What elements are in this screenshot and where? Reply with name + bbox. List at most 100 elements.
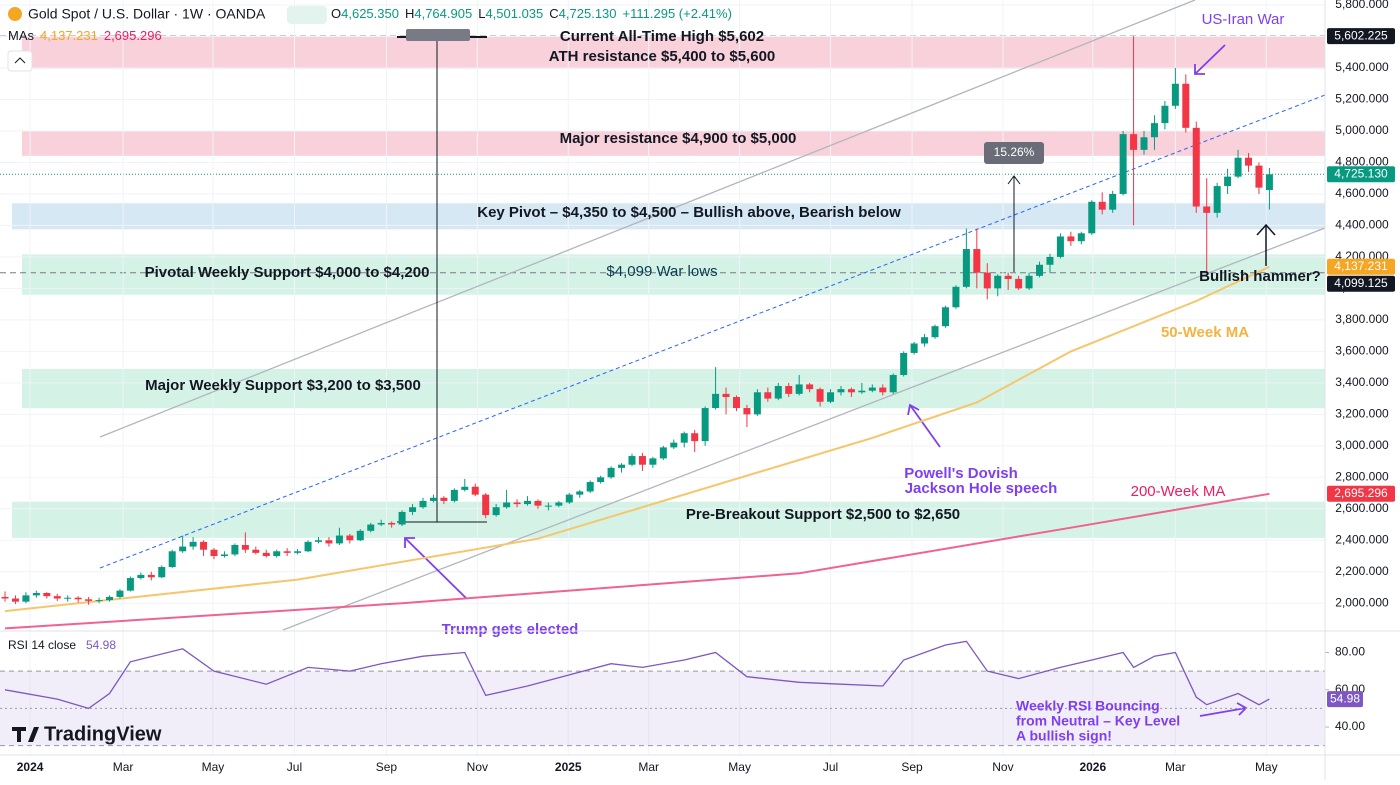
candle-body — [900, 352, 908, 375]
candle-body — [1224, 176, 1232, 187]
candle-body — [691, 433, 699, 442]
ma-line — [4, 492, 1270, 630]
candle-body — [638, 456, 646, 465]
ohlc-value: 4,625.350 — [341, 6, 399, 21]
arrow — [1194, 44, 1226, 75]
candle-body — [722, 393, 730, 398]
candle-body — [889, 374, 897, 393]
candle-body — [597, 477, 605, 483]
x-tick-label: Sep — [901, 760, 923, 774]
rsi-tick-label: 80.00 — [1335, 645, 1365, 659]
candle-body — [1213, 186, 1221, 213]
candle-body — [137, 574, 145, 579]
price-tag — [1327, 275, 1395, 292]
candle-body — [388, 522, 396, 525]
x-tick-label: May — [728, 760, 751, 774]
candle-body — [1192, 127, 1200, 207]
y-tick-label: 4,600.000 — [1335, 186, 1389, 200]
candle-body — [827, 392, 835, 402]
candle-body — [273, 551, 281, 557]
ohlc-value: 4,501.035 — [485, 6, 543, 21]
y-tick-label: 5,800.000 — [1335, 0, 1389, 11]
candle-body — [921, 337, 929, 344]
collapse-button[interactable] — [7, 50, 33, 72]
price-tag-label: 4,725.130 — [1334, 166, 1388, 180]
x-tick-label: May — [1255, 760, 1278, 774]
arrow-head — [404, 537, 415, 548]
candle-body — [1119, 134, 1127, 194]
candle-body — [1171, 83, 1179, 106]
annotation: A bullish sign! — [1016, 728, 1112, 744]
candle-body — [1077, 233, 1085, 242]
y-tick-label: 5,200.000 — [1335, 92, 1389, 106]
candle-body — [649, 458, 657, 465]
candle-body — [534, 500, 542, 506]
candle-body — [858, 390, 866, 393]
candle-body — [377, 522, 385, 525]
x-tick-label: Mar — [1165, 760, 1186, 774]
candle-body — [879, 387, 887, 393]
candle-body — [1088, 201, 1096, 234]
candle-body — [732, 397, 740, 409]
arrow — [909, 404, 941, 448]
candle-body — [618, 464, 626, 468]
price-tag-label: 4,137.231 — [1334, 259, 1388, 273]
zone — [22, 368, 1325, 409]
candle-body — [262, 552, 270, 557]
candle-body — [325, 540, 333, 544]
candle-body — [189, 541, 197, 547]
candle-body — [106, 596, 114, 601]
candle-body — [628, 456, 636, 465]
x-tick-label: Jul — [287, 760, 302, 774]
candle-body — [53, 596, 61, 599]
candle-body — [973, 249, 981, 273]
candle-body — [503, 502, 511, 508]
y-tick-label: 2,600.000 — [1335, 501, 1389, 515]
x-tick-label: May — [202, 760, 225, 774]
zone-label: Pre-Breakout Support $2,500 to $2,650 — [686, 506, 960, 523]
arrow-head — [907, 403, 920, 416]
candle-body — [315, 540, 323, 542]
candle-body — [994, 275, 1002, 289]
candle-body — [712, 393, 720, 409]
zone-label: ATH resistance $5,400 to $5,600 — [549, 48, 776, 65]
y-tick-label: 3,600.000 — [1335, 344, 1389, 358]
annotation: Weekly RSI Bouncing — [1016, 698, 1160, 714]
ma-label: 200-Week MA — [1131, 483, 1226, 500]
candle-body — [1056, 236, 1064, 257]
price-tag — [1327, 166, 1395, 183]
arrow-head — [1007, 175, 1021, 185]
candle-body — [116, 590, 124, 597]
price-tag-label: 5,602.225 — [1334, 28, 1388, 42]
candle-body — [168, 551, 176, 568]
candle-body — [346, 535, 354, 541]
x-tick-label: Jul — [823, 760, 838, 774]
candle-body — [795, 384, 803, 394]
candle-body — [513, 502, 521, 505]
candle-body — [471, 486, 479, 495]
candle-body — [607, 467, 615, 478]
candle-body — [482, 494, 490, 516]
candle-body — [659, 447, 667, 459]
y-tick-label: 3,200.000 — [1335, 407, 1389, 421]
candle-body — [241, 544, 249, 550]
channel-line — [282, 227, 1326, 631]
ohlc-value: 4,725.130 — [559, 6, 617, 21]
channel-line — [99, 0, 1196, 438]
candle-body — [304, 541, 312, 552]
price-box — [406, 29, 470, 41]
candle-body — [1, 596, 9, 599]
candle-body — [764, 392, 772, 399]
candle-body — [1004, 275, 1012, 279]
candle-body — [910, 343, 918, 353]
ma-value: 4,137.231 — [40, 28, 98, 43]
arrow — [404, 537, 467, 599]
arrow-head — [1256, 223, 1276, 236]
zones — [0, 35, 1325, 538]
percent-box — [984, 142, 1044, 164]
candle-body — [1025, 275, 1033, 289]
rsi-title: RSI 14 close — [8, 638, 76, 652]
price-tag — [1327, 258, 1395, 275]
candle-body — [1182, 83, 1190, 128]
